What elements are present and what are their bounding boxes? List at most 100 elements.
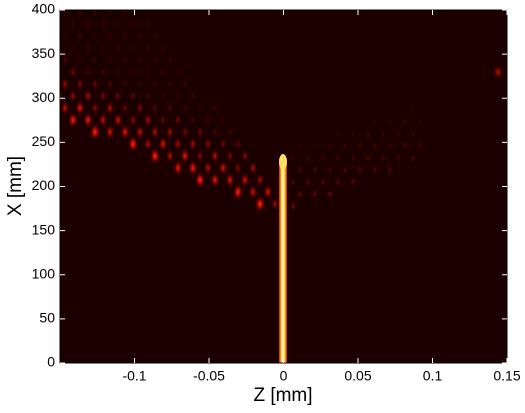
y-tick-label: 400 — [32, 1, 56, 17]
intensity-spot — [194, 171, 206, 189]
intensity-spot — [105, 124, 115, 140]
intensity-spot — [248, 184, 258, 200]
y-tick-label: 300 — [32, 89, 56, 105]
intensity-spot — [263, 184, 273, 200]
intensity-spot — [91, 30, 99, 42]
intensity-spot — [55, 0, 61, 5]
intensity-spot — [159, 42, 167, 54]
intensity-spot — [166, 102, 174, 114]
intensity-spot — [196, 149, 204, 163]
intensity-spot — [181, 125, 189, 139]
intensity-spot — [165, 125, 175, 139]
intensity-spot — [60, 89, 63, 103]
intensity-field — [55, 0, 503, 363]
intensity-spot — [173, 137, 183, 151]
intensity-spot — [240, 172, 250, 188]
intensity-spot — [91, 101, 99, 115]
intensity-spot — [380, 129, 386, 139]
y-tick-label: 0 — [47, 354, 55, 370]
intensity-spot — [106, 30, 114, 42]
intensity-spot — [99, 66, 107, 78]
intensity-spot — [372, 117, 378, 127]
intensity-spot — [365, 153, 371, 163]
intensity-spot — [159, 66, 167, 78]
x-tick-label: 0.05 — [344, 368, 371, 384]
intensity-spot — [350, 129, 356, 139]
intensity-spot — [91, 10, 99, 18]
intensity-spot — [159, 114, 167, 126]
intensity-spot — [166, 54, 174, 66]
intensity-spot — [114, 89, 122, 103]
intensity-spot — [357, 141, 363, 151]
intensity-spot — [129, 90, 137, 102]
intensity-spot — [84, 42, 92, 54]
intensity-spot — [166, 78, 174, 90]
intensity-spot — [402, 141, 408, 151]
intensity-spot — [165, 149, 175, 163]
intensity-spot — [151, 78, 159, 90]
intensity-spot — [225, 172, 235, 188]
intensity-spot — [121, 102, 129, 114]
intensity-spot — [68, 112, 78, 128]
y-tick-label: 50 — [39, 310, 55, 326]
x-tick-label: 0.15 — [493, 368, 520, 384]
intensity-spot — [61, 30, 69, 42]
intensity-spot — [84, 66, 92, 78]
intensity-spot — [350, 153, 356, 163]
intensity-spot — [189, 114, 197, 126]
intensity-spot — [144, 42, 152, 54]
intensity-spot — [211, 126, 219, 138]
intensity-spot — [83, 89, 93, 103]
intensity-spot — [402, 117, 408, 127]
intensity-spot — [136, 78, 144, 90]
intensity-spot — [226, 149, 234, 163]
intensity-spot — [290, 153, 296, 163]
intensity-spot — [312, 141, 318, 151]
intensity-spot — [151, 30, 159, 42]
intensity-spot — [76, 30, 84, 42]
intensity-spot — [335, 153, 341, 163]
intensity-spot — [357, 165, 363, 175]
intensity-spot — [493, 65, 503, 79]
intensity-spot — [159, 90, 167, 102]
y-tick-label: 150 — [32, 221, 56, 237]
intensity-spot — [180, 148, 190, 164]
intensity-spot — [188, 160, 198, 176]
intensity-spot — [115, 0, 121, 5]
intensity-spot — [335, 129, 341, 139]
intensity-spot — [372, 165, 378, 175]
intensity-spot — [342, 141, 348, 151]
intensity-spot — [350, 177, 356, 187]
intensity-spot — [174, 66, 182, 78]
y-tick-label: 200 — [32, 177, 56, 193]
intensity-spot — [417, 117, 423, 127]
intensity-spot — [100, 0, 106, 5]
intensity-spot — [136, 101, 144, 115]
intensity-spot — [69, 89, 77, 103]
intensity-spot — [219, 114, 227, 126]
intensity-spot — [173, 160, 183, 176]
x-tick-label: 0.1 — [423, 368, 443, 384]
intensity-spot — [380, 153, 386, 163]
intensity-spot — [297, 189, 303, 199]
intensity-spot — [99, 42, 107, 54]
intensity-spot — [144, 90, 152, 102]
intensity-spot — [234, 138, 242, 150]
intensity-spot — [410, 105, 416, 115]
intensity-spot — [234, 161, 242, 175]
intensity-spot — [305, 177, 311, 187]
intensity-spot — [69, 66, 77, 78]
intensity-spot — [181, 102, 189, 114]
intensity-spot — [290, 201, 296, 211]
beam-tip — [279, 154, 287, 170]
intensity-spot — [129, 18, 137, 30]
intensity-spot — [76, 54, 84, 66]
intensity-spot — [121, 54, 129, 66]
intensity-spot — [395, 129, 401, 139]
intensity-spot — [60, 101, 70, 115]
intensity-spot — [254, 195, 266, 213]
intensity-spot — [320, 177, 326, 187]
intensity-spot — [365, 129, 371, 139]
intensity-spot — [189, 90, 197, 102]
intensity-spot — [114, 42, 122, 54]
